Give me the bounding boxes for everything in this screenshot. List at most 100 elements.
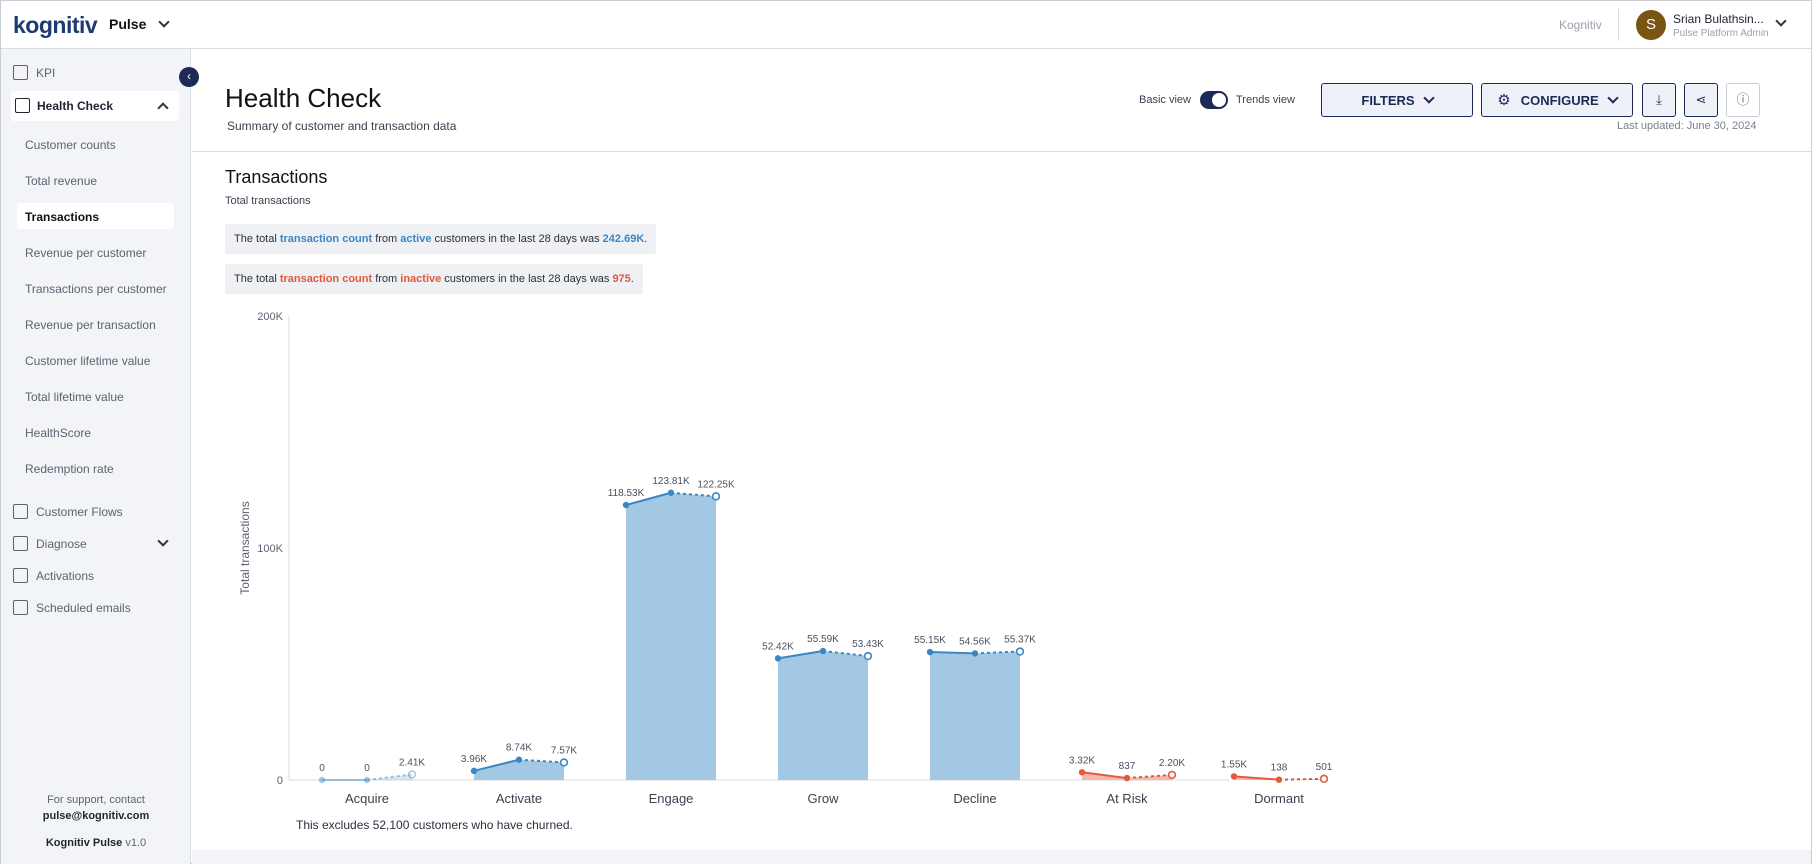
data-label: 1.55K (1221, 759, 1247, 770)
data-label: 123.81K (652, 476, 690, 487)
view-toggle[interactable] (1200, 91, 1228, 109)
bar-dormant (1234, 776, 1324, 780)
trend-forecast-grow (822, 650, 869, 658)
info-icon[interactable]: ⓘ (1726, 83, 1760, 117)
trend-point-forecast (407, 770, 417, 779)
data-label: 8.74K (506, 743, 532, 754)
sidebar-item-transactions[interactable]: Transactions (25, 210, 100, 224)
chevron-down-icon (158, 16, 171, 28)
data-label: 55.59K (807, 634, 839, 645)
trend-line-decline (929, 651, 976, 655)
diagnose-icon (13, 536, 28, 551)
product-name: Pulse (109, 16, 147, 32)
trend-point (971, 650, 979, 657)
data-label: 0 (364, 763, 370, 774)
sidebar-item-total-revenue[interactable]: Total revenue (25, 174, 98, 188)
download-icon[interactable]: ⤓ (1642, 83, 1676, 117)
summary-text: The total (234, 273, 280, 285)
sidebar-item-scheduled-emails[interactable]: Scheduled emails (13, 600, 131, 615)
user-name[interactable]: Srian Bulathsin... (1673, 12, 1764, 26)
trend-line-at-risk (1081, 771, 1128, 780)
summary-value: 242.69K (602, 233, 645, 245)
user-menu-chevron-icon[interactable] (1775, 15, 1787, 27)
sidebar (1, 49, 191, 864)
summary-text: customers in the last 28 days was (441, 273, 613, 285)
data-label: 3.96K (461, 754, 487, 765)
sidebar-item-health-check[interactable] (11, 91, 179, 121)
summary-text: customers in the last 28 days was (431, 233, 603, 245)
sidebar-item-kpi[interactable]: KPI (13, 65, 55, 80)
sidebar-item-total-lifetime-value[interactable]: Total lifetime value (25, 390, 124, 404)
trend-point (774, 655, 782, 662)
data-label: 138 (1271, 763, 1288, 774)
sidebar-item-label: Diagnose (36, 536, 87, 551)
y-tick-label: 200K (257, 311, 283, 323)
dashboard-icon (13, 65, 28, 80)
sidebar-item-revenue-per-customer[interactable]: Revenue per customer (25, 246, 147, 260)
bar-grow (778, 651, 868, 780)
filters-label: FILTERS (1361, 92, 1415, 108)
active-summary: The total transaction count from active … (225, 224, 657, 254)
bar-activate (474, 759, 564, 780)
trend-point (515, 756, 523, 763)
sidebar-item-customer-flows[interactable]: Customer Flows (13, 504, 123, 519)
product-switcher[interactable]: Pulse (109, 16, 171, 32)
trend-point (1078, 769, 1086, 776)
section-subtitle: Total transactions (225, 195, 311, 207)
summary-text: . (644, 233, 648, 245)
configure-button[interactable]: ⚙ CONFIGURE (1481, 83, 1633, 117)
section-title: Transactions (225, 167, 328, 187)
sidebar-item-redemption-rate[interactable]: Redemption rate (25, 462, 114, 476)
x-tick-label: Acquire (345, 791, 389, 806)
filters-button[interactable]: FILTERS (1321, 83, 1473, 117)
sidebar-item-customer-counts[interactable]: Customer counts (25, 138, 116, 152)
flows-icon (13, 504, 28, 519)
sidebar-item-label: Customer Flows (36, 504, 123, 519)
data-label: 0 (319, 763, 325, 774)
data-label: 118.53K (608, 488, 645, 499)
sidebar-item-healthscore[interactable]: HealthScore (25, 426, 92, 440)
trend-point-forecast (863, 651, 873, 661)
sidebar-item-label: Health Check (37, 99, 114, 113)
summary-metric: transaction count (279, 273, 373, 285)
trend-point (1275, 776, 1283, 783)
collapse-sidebar-icon[interactable]: ‹ (179, 67, 199, 87)
support-email-link[interactable]: pulse@kognitiv.com (42, 810, 150, 822)
product-label: Kognitiv Pulse (45, 837, 123, 849)
sidebar-item-activations[interactable]: Activations (13, 568, 94, 583)
active-highlight (17, 203, 174, 229)
sidebar-item-customer-lifetime-value[interactable]: Customer lifetime value (25, 354, 151, 368)
trend-point-forecast (711, 492, 721, 501)
support-email[interactable]: pulse@kognitiv.com (1, 810, 191, 822)
sidebar-item-transactions-per-customer[interactable]: Transactions per customer (25, 282, 167, 296)
data-label: 54.56K (959, 636, 991, 647)
data-label: 55.15K (914, 635, 946, 646)
data-label: 3.32K (1069, 755, 1095, 766)
health-check-icon (15, 98, 30, 113)
inactive-summary: The total transaction count from inactiv… (225, 264, 643, 294)
transactions-chart: 0 100K 200K Total transactions 0 0 2.41K Acquir… (238, 311, 1333, 806)
trend-point (1123, 774, 1131, 782)
share-icon[interactable]: ⋖ (1684, 83, 1718, 117)
sidebar-item-label: Activations (36, 568, 95, 583)
trend-point-forecast (559, 758, 569, 767)
trend-forecast-decline (974, 650, 1021, 655)
trend-line-grow (777, 650, 824, 660)
trend-line-engage (625, 491, 672, 506)
page-title: Health Check (225, 83, 382, 113)
avatar[interactable]: S (1636, 10, 1666, 40)
kognitiv-logo[interactable]: kognitiv (13, 12, 98, 38)
org-link[interactable]: Kognitiv (1559, 18, 1602, 32)
summary-metric: transaction count (279, 233, 373, 245)
summary-value: 975 (612, 273, 631, 285)
trend-point (622, 501, 630, 509)
trend-forecast-at-risk (1126, 773, 1173, 780)
trend-point (318, 776, 326, 784)
sidebar-item-diagnose[interactable]: Diagnose (13, 536, 87, 551)
sidebar-item-revenue-per-transaction[interactable]: Revenue per transaction (25, 318, 156, 332)
trend-point (819, 647, 827, 655)
divider (192, 151, 1811, 152)
top-bar: kognitiv Pulse Kognitiv S Srian Bulathsi… (1, 1, 1811, 49)
summary-text: from (372, 233, 401, 245)
mail-icon (13, 600, 28, 615)
